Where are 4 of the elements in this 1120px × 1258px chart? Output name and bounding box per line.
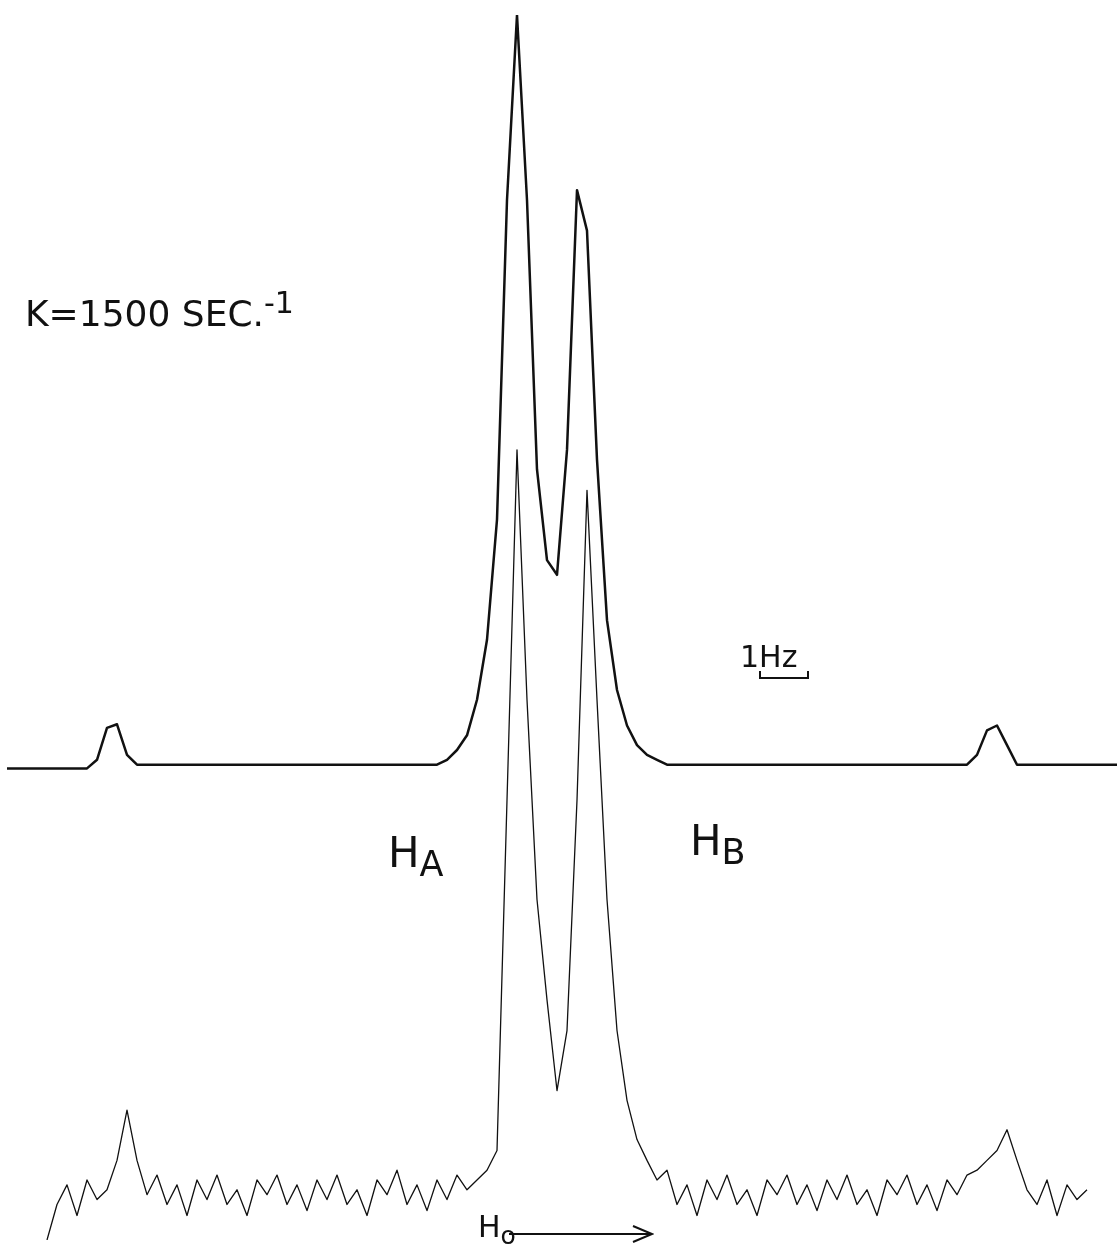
annotation: H$_{B}$	[690, 816, 746, 873]
annotation: K=1500 SEC.$^{-1}$	[25, 285, 294, 334]
annotation: H$_{A}$	[388, 828, 444, 885]
annotation: 1Hz	[740, 639, 798, 674]
